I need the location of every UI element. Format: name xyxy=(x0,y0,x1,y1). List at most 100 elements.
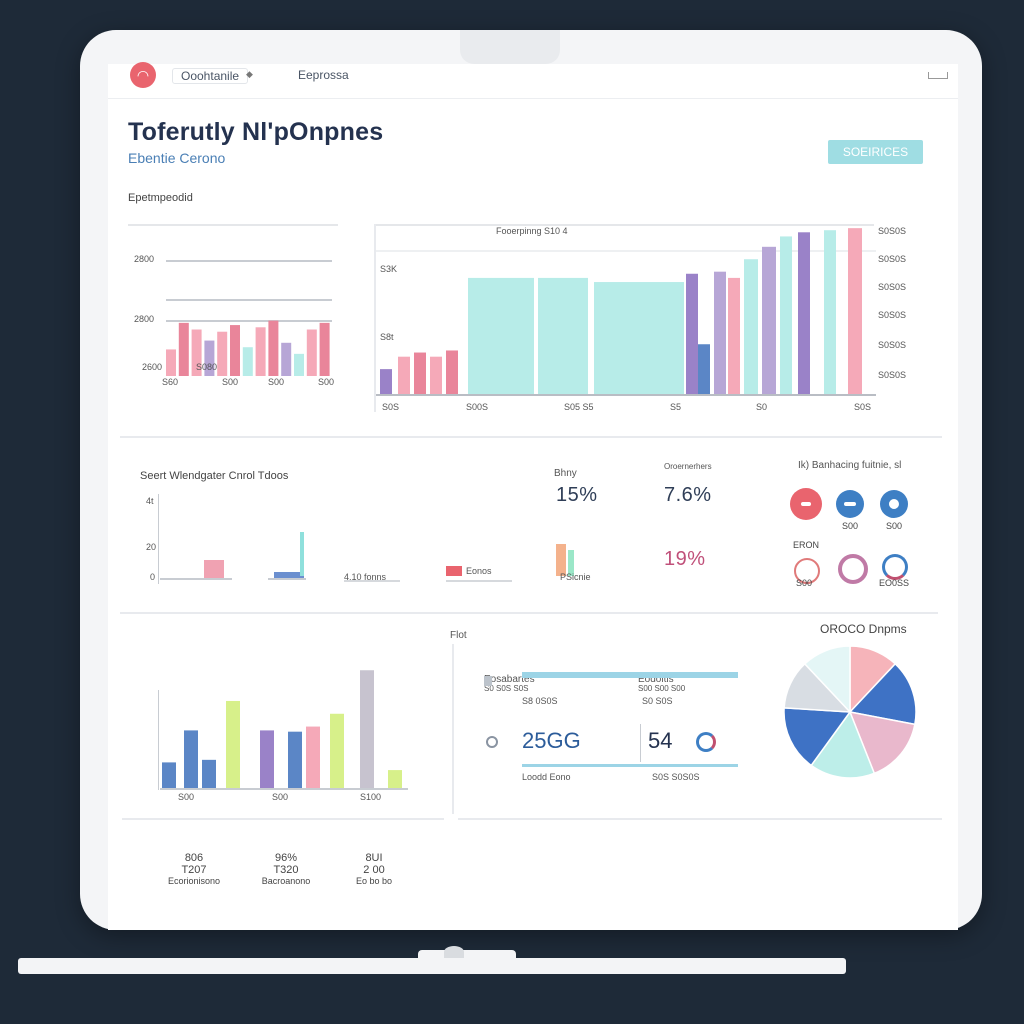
icons-panel-title: Ik) Banhacing fuitnie, sl xyxy=(798,460,902,471)
section-divider xyxy=(120,436,942,438)
panel3-ytick: 4t xyxy=(146,496,154,506)
panel3-ytick: 0 xyxy=(150,572,156,582)
panel1-bar xyxy=(255,327,266,376)
footer-stat-2: 96% T320 Bacroanono xyxy=(256,852,316,886)
stat2-number: 7.6% xyxy=(664,484,712,506)
panel1-bar xyxy=(230,325,240,376)
footer-stat-3: 8UI 2 00 Eo bo bo xyxy=(344,852,404,886)
title-bar: ◠ Ooohtanile ◆ Eeprossa xyxy=(108,62,958,99)
panel1-ytick: 2800 xyxy=(134,254,155,264)
section-divider xyxy=(120,612,938,614)
pie-title: OROCO Dnpms xyxy=(820,622,907,636)
footer-value: 8UI xyxy=(365,852,383,864)
footer-value: 96% xyxy=(274,852,298,864)
icon-caption: ERON xyxy=(792,540,819,550)
panel2-left-axis xyxy=(374,224,376,412)
panel2-bar xyxy=(848,228,862,394)
footer-caption: Ecorionisono xyxy=(167,876,221,886)
app-logo-icon[interactable]: ◠ xyxy=(130,62,156,88)
panel1-bar xyxy=(319,322,330,376)
footer-value-secondary: 2 00 xyxy=(363,864,385,876)
ring-icon[interactable] xyxy=(838,554,868,584)
icon-caption: S00 xyxy=(841,521,858,531)
panel2-bar xyxy=(698,344,710,394)
panel1-bar xyxy=(294,353,304,376)
progress-number-2: 54 xyxy=(648,728,673,753)
refresh-icon[interactable] xyxy=(882,554,908,580)
stand-hinge xyxy=(418,950,516,974)
stat1-bar xyxy=(568,550,574,576)
panel4-caption: S00 xyxy=(178,792,195,802)
panel2-baseline xyxy=(376,394,876,396)
section-divider xyxy=(122,818,444,820)
panel4-bar xyxy=(260,730,274,788)
panel2-bar xyxy=(714,271,726,394)
tab-reports[interactable]: Eeprossa xyxy=(298,68,349,82)
panel1-gridline xyxy=(166,260,332,262)
panel3-caption-rule xyxy=(344,580,400,582)
panel3-bar xyxy=(300,532,304,576)
toggle-icon[interactable] xyxy=(836,490,864,518)
panel2-xtick: S0S xyxy=(382,402,400,412)
panel2-bar xyxy=(414,352,426,394)
stand-button xyxy=(444,946,464,958)
pie-chart xyxy=(783,645,917,779)
panel3-caption-rule xyxy=(446,580,512,582)
pie-slice xyxy=(810,710,876,779)
panel3-bar xyxy=(274,572,304,578)
panel2-ytick: S8t xyxy=(380,332,394,342)
panel4-caption: S00 xyxy=(272,792,289,802)
footer-caption: Eo bo bo xyxy=(355,876,393,886)
device-notch xyxy=(460,30,560,64)
footer-value-secondary: T207 xyxy=(181,864,207,876)
panel2-ytick-right: S0S0S xyxy=(878,226,907,236)
panel1-bar xyxy=(178,322,189,376)
tab-overview[interactable]: Ooohtanile xyxy=(172,68,249,84)
panel4-baseline xyxy=(160,788,408,790)
heart-icon[interactable] xyxy=(794,558,820,584)
panel2-bar xyxy=(538,277,588,394)
progress-col1-foot: S8 0S0S xyxy=(522,696,558,706)
panel4-bar xyxy=(162,762,176,788)
panel2-ytick-right: S0S0S xyxy=(878,282,907,292)
services-button[interactable]: SOEIRICES xyxy=(828,140,923,164)
stat1-label: Bhny xyxy=(554,468,577,479)
minimize-icon[interactable] xyxy=(928,72,948,79)
record-icon[interactable] xyxy=(790,488,822,520)
tab-dropdown-icon[interactable]: ◆ xyxy=(246,69,253,79)
panel1-xtick: S00 xyxy=(318,377,335,387)
stat2-number-secondary: 19% xyxy=(664,548,706,570)
footer-value-secondary: T320 xyxy=(273,864,299,876)
footer-stat-1: 806 T207 Ecorionisono xyxy=(164,852,224,886)
panel1-xtick: S00 xyxy=(268,377,285,387)
progress-number-1: 25GG xyxy=(522,728,581,753)
panel4-bar xyxy=(184,730,198,788)
panel1-bar xyxy=(204,340,215,376)
panel4-bar xyxy=(306,726,320,788)
panel1-gridline xyxy=(166,299,332,301)
stat2-label: Oroernerhers xyxy=(664,462,712,471)
section-divider xyxy=(458,818,942,820)
pie-slice xyxy=(848,662,917,726)
panel2-gridline xyxy=(376,250,876,252)
panel1-top-rule xyxy=(128,224,338,226)
chat-icon[interactable] xyxy=(880,490,908,518)
panel4-bar xyxy=(388,770,402,788)
panel2-bar xyxy=(744,259,758,394)
panel4-bar xyxy=(226,700,240,788)
panel4-y-axis xyxy=(158,690,159,790)
panel4-bar xyxy=(330,713,344,788)
panel4-label: Flot xyxy=(450,630,467,641)
dashboard-screen: ◠ Ooohtanile ◆ Eeprossa Toferutly Nl'pOn… xyxy=(108,62,958,930)
panel1-ytick: 2800 xyxy=(134,314,155,324)
panel1-bar xyxy=(191,329,202,376)
progress-caption-2: S0S S0S0S xyxy=(652,772,700,782)
panel2-bar-chart xyxy=(380,228,862,394)
progress-col2-foot: S0 S0S xyxy=(642,696,673,706)
progress-col2-title: Eodoitis xyxy=(638,674,674,685)
page-subtitle: Ebentie Cerono xyxy=(128,150,226,166)
sync-icon[interactable] xyxy=(696,732,716,752)
panel1-bar xyxy=(281,342,292,376)
panel2-ytick-right: S0S0S xyxy=(878,340,907,350)
panel2-xtick: S0S xyxy=(854,402,872,412)
